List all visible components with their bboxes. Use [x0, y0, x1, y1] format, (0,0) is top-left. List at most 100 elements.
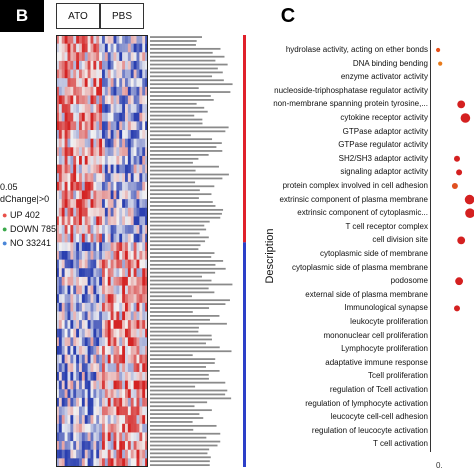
heatmap-cell: [61, 242, 65, 252]
heatmap-cell: [110, 130, 114, 139]
heatmap-cell: [130, 441, 134, 451]
heatmap-cell: [56, 138, 60, 148]
category-label: GTPase regulator activity: [338, 140, 428, 150]
heatmap-cell: [142, 363, 146, 373]
heatmap-cell: [58, 121, 63, 131]
heatmap-cell: [90, 432, 94, 442]
gene-label-line: [150, 440, 221, 443]
heatmap-cell: [127, 86, 132, 96]
heatmap-cell: [87, 346, 91, 355]
heatmap-cell: [93, 285, 97, 295]
gene-label-line: [150, 464, 210, 467]
heatmap-cell: [67, 242, 71, 252]
heatmap-cell: [133, 225, 137, 235]
heatmap-cell: [81, 60, 86, 70]
heatmap-cell: [145, 225, 148, 235]
heatmap-cell: [64, 441, 68, 451]
heatmap-cell: [87, 259, 91, 269]
heatmap-cell: [127, 328, 132, 338]
heatmap-cell: [79, 406, 83, 416]
heatmap-cell: [145, 389, 148, 399]
heatmap-cell: [96, 147, 100, 157]
heatmap-cell: [73, 43, 77, 53]
heatmap-cell: [73, 406, 77, 416]
gene-label-line: [150, 397, 232, 400]
heatmap-cell: [87, 173, 91, 183]
heatmap-cell: [127, 354, 132, 364]
heatmap-cell: [142, 199, 146, 209]
heatmap-cell: [70, 441, 74, 451]
heatmap-cell: [67, 225, 71, 235]
heatmap-cell: [99, 363, 103, 373]
heatmap-cell: [70, 406, 74, 416]
heatmap-cell: [110, 259, 114, 269]
gene-label-line: [150, 338, 212, 341]
heatmap-cell: [81, 164, 86, 174]
gene-label-line: [150, 428, 194, 431]
heatmap-cell: [125, 302, 129, 312]
heatmap-cell: [102, 276, 106, 286]
heatmap-cell: [136, 138, 140, 148]
heatmap-cell: [110, 121, 114, 131]
heatmap-cell: [64, 302, 68, 312]
heatmap-cell: [70, 363, 74, 373]
heatmap-cell: [73, 285, 77, 295]
heatmap-cell: [116, 35, 120, 44]
heatmap-cell: [56, 242, 60, 252]
heatmap-cell: [67, 95, 71, 105]
heatmap-cell: [133, 190, 137, 200]
heatmap-cell: [87, 302, 91, 312]
heatmap-cell: [102, 173, 106, 183]
heatmap-cell: [99, 233, 103, 243]
heatmap-cell: [110, 311, 114, 321]
heatmap-cell: [139, 285, 143, 295]
heatmap-cell: [61, 380, 65, 390]
heatmap-cell: [107, 337, 111, 347]
data-point: [465, 208, 474, 218]
heatmap-cell: [96, 35, 100, 44]
category-label: external side of plasma membrane: [305, 289, 428, 299]
heatmap-cell: [96, 173, 100, 183]
heatmap-cell: [90, 95, 94, 105]
heatmap-cell: [96, 121, 100, 131]
heatmap-cell: [84, 449, 88, 459]
heatmap-cell: [102, 69, 106, 79]
heatmap-cell: [102, 190, 106, 200]
heatmap-cell: [61, 337, 65, 347]
heatmap-cell: [96, 155, 100, 165]
heatmap-cell: [87, 458, 91, 467]
heatmap-cell: [56, 294, 60, 304]
heatmap-cell: [61, 95, 65, 105]
heatmap-cell: [127, 259, 132, 269]
heatmap-cell: [130, 164, 134, 174]
heatmap-cell: [61, 138, 65, 148]
heatmap-cell: [79, 432, 83, 442]
heatmap-cell: [145, 458, 148, 467]
heatmap-cell: [136, 86, 140, 96]
heatmap-cell: [104, 432, 109, 442]
heatmap-cell: [93, 173, 97, 183]
gene-label-line: [150, 205, 216, 207]
heatmap-cell: [122, 43, 126, 53]
heatmap-cell: [96, 337, 100, 347]
heatmap-cell: [70, 458, 74, 467]
heatmap-cell: [56, 95, 60, 105]
heatmap-cell: [70, 328, 74, 338]
heatmap-cell: [93, 380, 97, 390]
heatmap-cell: [70, 259, 74, 269]
heatmap-cell: [139, 199, 143, 209]
heatmap-cell: [64, 276, 68, 286]
heatmap-cell: [110, 415, 114, 425]
heatmap-cell: [93, 363, 97, 373]
heatmap-cell: [130, 86, 134, 96]
heatmap-cell: [99, 346, 103, 355]
gene-label-line: [150, 409, 212, 412]
heatmap-cell: [99, 35, 103, 44]
gene-label-line: [150, 181, 196, 184]
heatmap-cell: [90, 337, 94, 347]
heatmap-cell: [133, 423, 137, 433]
heatmap-cell: [102, 138, 106, 148]
gene-label-line: [150, 350, 232, 353]
gene-label-line: [150, 138, 213, 141]
heatmap-cell: [139, 52, 143, 62]
